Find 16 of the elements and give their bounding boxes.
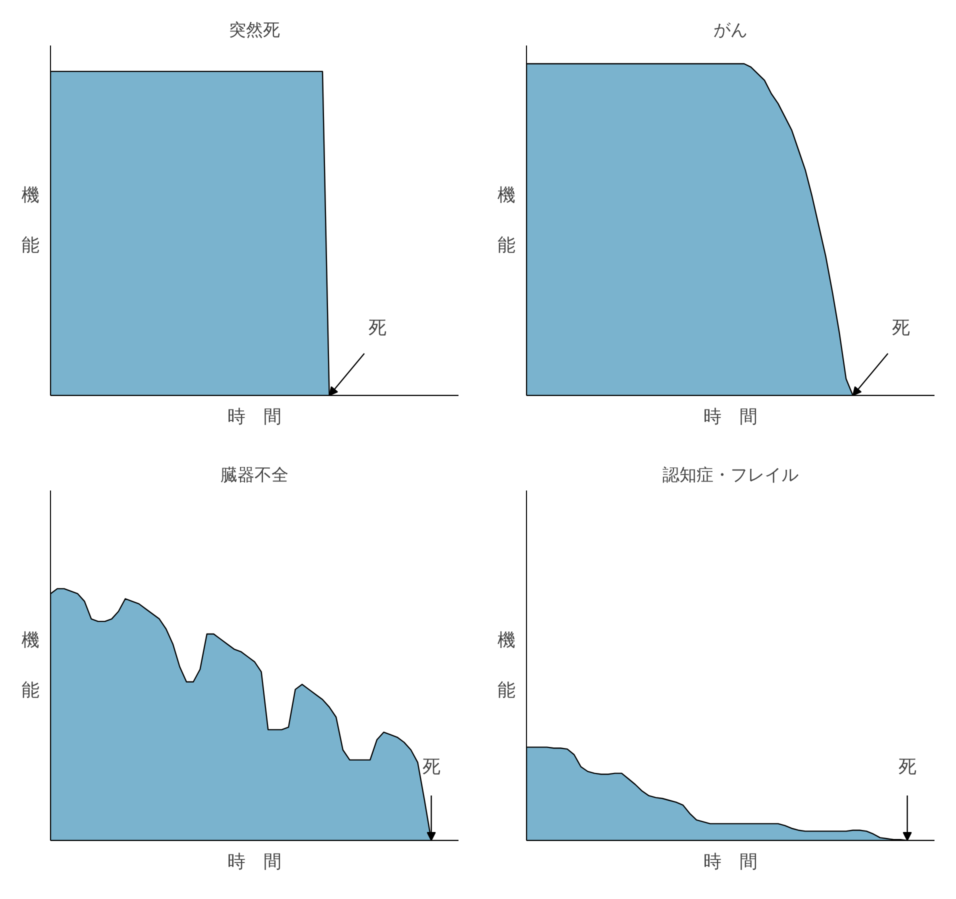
text: 機能 — [498, 630, 516, 702]
chart-title: 認知症・フレイル — [662, 466, 798, 486]
chart-title: 突然死 — [229, 20, 280, 40]
chart-title: がん — [714, 20, 748, 40]
annotation: 死 — [898, 756, 916, 778]
x-axis-title: 時 間 — [228, 406, 282, 428]
x-axis-title: 時 間 — [704, 852, 758, 872]
text: 機能 — [22, 630, 40, 702]
x-axis-title: 時 間 — [228, 852, 282, 872]
annotation: 死 — [368, 318, 386, 338]
text: 機能 — [22, 184, 40, 256]
annotation: 死 — [892, 318, 910, 338]
text: 機能 — [498, 184, 516, 256]
chart-title: 臓器不全 — [220, 466, 288, 486]
x-axis-title: 時 間 — [704, 406, 758, 428]
annotation: 死 — [422, 756, 440, 778]
